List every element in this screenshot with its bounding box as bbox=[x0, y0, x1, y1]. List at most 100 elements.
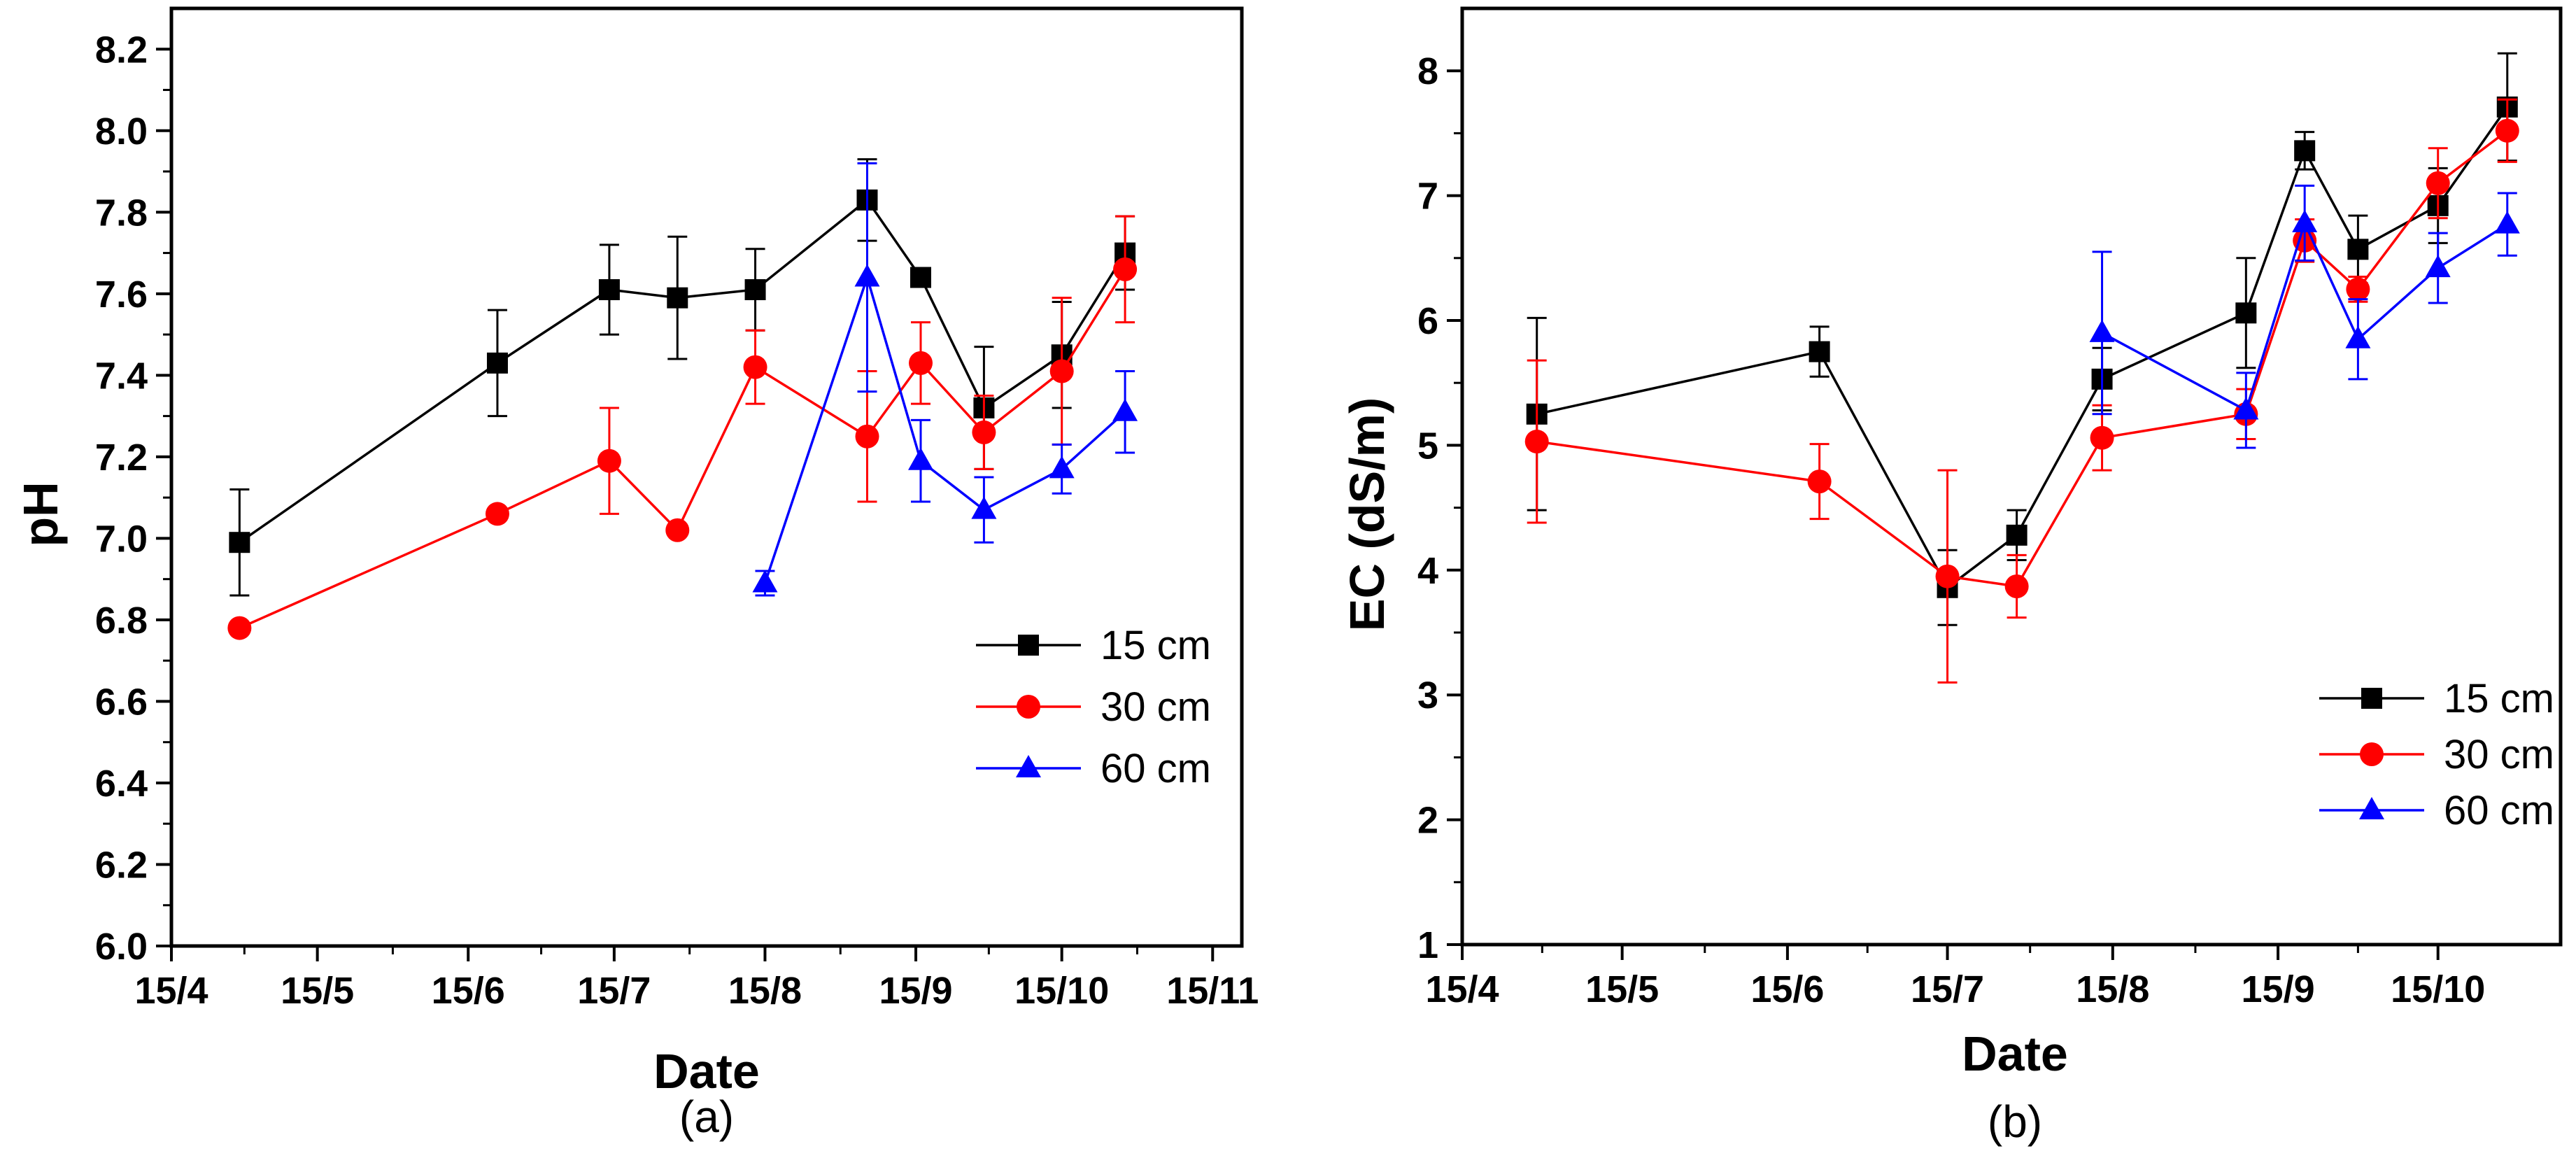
panel-b-data-point bbox=[2425, 255, 2451, 278]
panel-a-legend-marker bbox=[1017, 695, 1040, 719]
panel-a-legend-label: 15 cm bbox=[1101, 623, 1211, 668]
panel-b-legend-entry: 30 cm bbox=[2319, 732, 2554, 777]
panel-b-y-tick-label: 1 bbox=[1417, 924, 1438, 966]
panel-b-data-point bbox=[2345, 325, 2371, 348]
panel-a-series-line bbox=[239, 268, 1126, 630]
panel-a-y-tick-label: 7.6 bbox=[95, 274, 148, 316]
panel-a-data-point bbox=[855, 424, 879, 449]
panel-b-data-point bbox=[2495, 118, 2519, 143]
panel-a-legend-entry: 30 cm bbox=[976, 684, 1211, 730]
panel-b-series-60cm bbox=[2089, 184, 2520, 449]
panel-b-data-point bbox=[2346, 277, 2370, 302]
panel-a-x-tick-label: 15/4 bbox=[134, 970, 208, 1012]
panel-a-y-tick-label: 6.2 bbox=[95, 844, 148, 886]
panel-b-y-tick-label: 3 bbox=[1417, 675, 1438, 716]
panel-a-data-point bbox=[1112, 398, 1138, 421]
panel-b-x-tick-label: 15/6 bbox=[1750, 968, 1824, 1010]
panel-b-legend-label: 30 cm bbox=[2444, 732, 2554, 777]
panel-b-x-tick-label: 15/5 bbox=[1585, 968, 1659, 1010]
panel-a-data-point bbox=[1049, 359, 1074, 383]
panel-a-legend-label: 30 cm bbox=[1101, 684, 1211, 730]
panel-a-y-tick-label: 8.0 bbox=[95, 111, 148, 153]
panel-a-series-60cm bbox=[752, 162, 1138, 597]
panel-a-legend-marker bbox=[1016, 755, 1041, 777]
panel-a-y-axis-title: pH bbox=[13, 481, 68, 546]
panel-a-data-point bbox=[665, 518, 690, 542]
panel-b-plot-frame bbox=[1460, 6, 2563, 947]
panel-a-axis-ticks: 15/4 15/5 15/6 15/7 15/8 15/9 15/10 15/11 6.0 6.2… bbox=[95, 29, 1259, 1012]
panel-a-data-point bbox=[1049, 456, 1075, 479]
panel-a-data-point bbox=[971, 496, 997, 519]
panel-b-legend-label: 15 cm bbox=[2444, 676, 2554, 721]
chart-panel-a: 15/4 15/5 15/6 15/7 15/8 15/9 15/10 15/11 6.0 6.2… bbox=[13, 6, 1259, 1142]
panel-b-legend-marker bbox=[2359, 797, 2384, 819]
panel-b-y-tick-label: 8 bbox=[1417, 50, 1438, 92]
panel-a-legend-marker bbox=[1018, 635, 1039, 656]
panel-a-x-tick-label: 15/11 bbox=[1166, 970, 1259, 1012]
panel-b-x-tick-label: 15/8 bbox=[2076, 968, 2149, 1010]
panel-a-y-tick-label: 6.6 bbox=[95, 681, 148, 723]
panel-a-x-tick-label: 15/5 bbox=[281, 970, 354, 1012]
panel-a-y-tick-label: 7.2 bbox=[95, 437, 148, 479]
panel-a-legend-label: 60 cm bbox=[1101, 746, 1211, 791]
chart-panel-b: 15/4 15/5 15/6 15/7 15/8 15/9 15/10 1 2 3 4 5 6 7 8 Da… bbox=[1340, 6, 2563, 1147]
panel-b-data-point bbox=[1935, 564, 1960, 588]
panel-a-series-line bbox=[239, 198, 1126, 544]
panel-a-x-tick-label: 15/10 bbox=[1014, 970, 1109, 1012]
panel-a-plot-frame bbox=[169, 6, 1244, 948]
panel-b-data-point bbox=[2494, 211, 2520, 234]
panel-b-series-30cm bbox=[1524, 98, 2519, 684]
panel-a-legend: 15 cm 30 cm 60 cm bbox=[976, 623, 1211, 791]
panel-b-data-point bbox=[1809, 341, 1830, 362]
panel-b-data-point bbox=[1807, 469, 1832, 494]
panel-a-data-point bbox=[227, 616, 252, 640]
panel-b-series-15cm bbox=[1526, 52, 2518, 626]
panel-a-data-point bbox=[229, 532, 250, 553]
panel-b-data-point bbox=[2004, 574, 2029, 598]
panel-b-series-line bbox=[2101, 219, 2508, 412]
panel-b-y-axis-title: EC (dS/m) bbox=[1340, 397, 1394, 631]
panel-a-x-axis-title: Date bbox=[653, 1044, 760, 1099]
panel-a-label: (a) bbox=[679, 1092, 734, 1142]
panel-b-legend-entry: 60 cm bbox=[2319, 788, 2554, 833]
panel-a-data-point bbox=[752, 570, 778, 593]
panel-b-x-tick-label: 15/9 bbox=[2242, 968, 2315, 1010]
panel-a-data-point bbox=[667, 287, 688, 309]
panel-a-data-point bbox=[597, 449, 621, 473]
panel-a-data-point bbox=[1113, 257, 1138, 281]
panel-a-data-point bbox=[854, 264, 880, 287]
panel-b-data-point bbox=[2090, 425, 2114, 450]
panel-b-legend-marker bbox=[2360, 742, 2384, 766]
panel-b-label: (b) bbox=[1988, 1096, 2042, 1147]
panel-a-y-tick-label: 6.4 bbox=[95, 763, 148, 805]
panel-a-plot-marks bbox=[227, 158, 1138, 640]
panel-a-y-tick-label: 6.8 bbox=[95, 600, 148, 642]
panel-b-data-point bbox=[2292, 209, 2318, 232]
panel-a-data-point bbox=[908, 447, 933, 470]
panel-a-data-point bbox=[972, 420, 996, 444]
panel-a-legend-entry: 60 cm bbox=[976, 746, 1211, 791]
panel-b-data-point bbox=[2347, 239, 2369, 260]
panel-b-y-tick-label: 2 bbox=[1417, 800, 1438, 842]
panel-a-data-point bbox=[486, 352, 508, 374]
panel-a-data-point bbox=[744, 279, 766, 300]
panel-b-plot-marks bbox=[1524, 52, 2520, 684]
panel-a-legend-entry: 15 cm bbox=[976, 623, 1211, 668]
panel-a-series-line bbox=[763, 273, 1126, 584]
panel-b-x-tick-label: 15/4 bbox=[1425, 968, 1499, 1010]
panel-b-y-tick-label: 5 bbox=[1417, 425, 1438, 467]
panel-b-data-point bbox=[2426, 171, 2450, 195]
panel-b-data-point bbox=[2233, 397, 2259, 420]
panel-a-x-tick-label: 15/7 bbox=[577, 970, 651, 1012]
panel-b-data-point bbox=[2006, 524, 2027, 546]
panel-a-y-tick-label: 7.8 bbox=[95, 192, 148, 234]
panel-b-data-point bbox=[1524, 430, 1549, 454]
panel-b-y-tick-label: 7 bbox=[1417, 176, 1438, 218]
panel-a-data-point bbox=[909, 351, 933, 375]
panel-a-data-point bbox=[910, 267, 931, 288]
panel-a-y-tick-label: 8.2 bbox=[95, 29, 148, 71]
panel-a-x-tick-label: 15/9 bbox=[879, 970, 952, 1012]
panel-a-data-point bbox=[598, 279, 620, 300]
panel-b-legend-label: 60 cm bbox=[2444, 788, 2554, 833]
